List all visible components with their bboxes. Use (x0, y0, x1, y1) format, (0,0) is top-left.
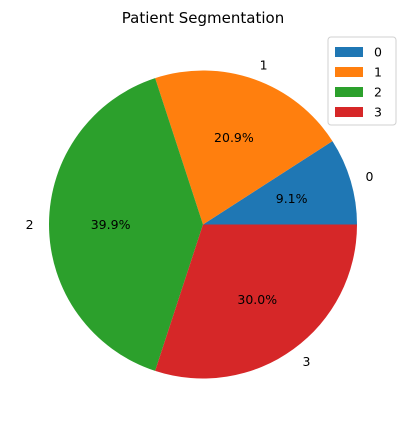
slice-label-0: 0 (366, 169, 374, 184)
slice-label-1: 1 (260, 57, 268, 72)
legend-swatch-0 (335, 47, 363, 57)
legend-swatch-2 (335, 87, 363, 97)
slice-label-3: 3 (302, 354, 310, 369)
slice-label-2: 2 (26, 217, 34, 232)
legend-swatch-3 (335, 107, 363, 117)
chart-title: Patient Segmentation (122, 9, 284, 27)
legend: 0 1 2 3 (328, 37, 396, 125)
legend-label-2: 2 (374, 85, 382, 100)
legend-label-1: 1 (374, 65, 382, 80)
legend-label-0: 0 (374, 45, 382, 60)
slice-percent-2: 39.9% (91, 217, 131, 232)
legend-swatch-1 (335, 67, 363, 77)
slice-percent-3: 30.0% (237, 292, 277, 307)
slice-percent-0: 9.1% (276, 191, 308, 206)
legend-label-3: 3 (374, 105, 382, 120)
slice-percent-1: 20.9% (214, 130, 254, 145)
